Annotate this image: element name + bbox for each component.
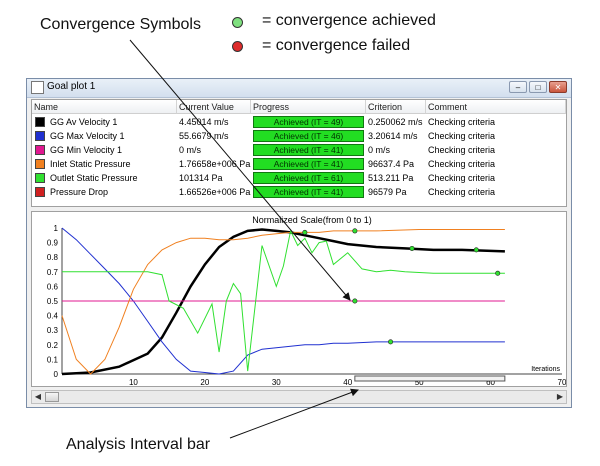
y-tick-label: 0.3 bbox=[47, 326, 59, 335]
analysis-interval-bar bbox=[354, 375, 506, 382]
table-row[interactable]: Pressure Drop 1.66526e+006 Pa Achieved (IT… bbox=[32, 185, 566, 199]
series-color-swatch bbox=[35, 187, 45, 197]
y-tick-label: 0.7 bbox=[47, 268, 59, 277]
failed-dot-icon bbox=[232, 41, 243, 52]
column-header-name[interactable]: Name bbox=[32, 100, 177, 114]
y-tick-label: 0.2 bbox=[47, 341, 59, 350]
x-tick-label: 10 bbox=[129, 378, 138, 386]
table-row[interactable]: GG Max Velocity 1 55.6679 m/s Achieved (IT… bbox=[32, 129, 566, 143]
convergence-marker bbox=[495, 270, 501, 276]
y-tick-label: 0 bbox=[54, 370, 59, 379]
analysis-interval-label: Analysis Interval bar bbox=[66, 436, 211, 453]
current-value: 1.76658e+006 Pa bbox=[179, 159, 251, 169]
y-tick-label: 0.1 bbox=[47, 355, 59, 364]
series-color-swatch bbox=[35, 173, 45, 183]
progress-bar: Achieved (IT = 46) bbox=[253, 130, 364, 142]
table-row[interactable]: Outlet Static Pressure 101314 Pa Achieved … bbox=[32, 171, 566, 185]
column-header-current-value[interactable]: Current Value bbox=[177, 100, 251, 114]
title-bar[interactable]: Goal plot 1 – □ ✕ bbox=[27, 79, 571, 98]
achieved-legend-text: = convergence achieved bbox=[262, 12, 436, 29]
series-color-swatch bbox=[35, 145, 45, 155]
plot-area: Normalized Scale(from 0 to 1) 0 0.1 0.2 0.3 0… bbox=[31, 211, 567, 387]
y-tick-label: 0.8 bbox=[47, 253, 59, 262]
convergence-symbols-label: Convergence Symbols bbox=[40, 16, 201, 33]
convergence-marker bbox=[388, 339, 394, 345]
series-line bbox=[61, 227, 505, 375]
comment-text: Checking criteria bbox=[428, 117, 496, 127]
scroll-thumb[interactable] bbox=[45, 392, 59, 402]
comment-text: Checking criteria bbox=[428, 187, 496, 197]
criterion-value: 0 m/s bbox=[368, 145, 391, 155]
y-tick-label: 0.4 bbox=[47, 312, 59, 321]
chart-title: Normalized Scale(from 0 to 1) bbox=[252, 215, 372, 225]
convergence-marker bbox=[473, 247, 479, 253]
goal-name: GG Min Velocity 1 bbox=[50, 145, 123, 155]
horizontal-scrollbar[interactable]: ◀ ▶ bbox=[31, 390, 567, 404]
current-value: 55.6679 m/s bbox=[179, 131, 229, 141]
progress-bar: Achieved (IT = 41) bbox=[253, 158, 364, 170]
table-row[interactable]: GG Min Velocity 1 0 m/s Achieved (IT = 41)… bbox=[32, 143, 566, 157]
current-value: 1.66526e+006 Pa bbox=[179, 187, 251, 197]
y-tick-label: 0.9 bbox=[47, 239, 59, 248]
goals-table: Name Current Value Progress Criterion Co… bbox=[31, 99, 567, 207]
series-color-swatch bbox=[35, 159, 45, 169]
convergence-marker bbox=[352, 298, 358, 304]
x-tick-label: 20 bbox=[200, 378, 209, 386]
scroll-right-arrow-icon[interactable]: ▶ bbox=[556, 392, 564, 401]
current-value: 0 m/s bbox=[179, 145, 202, 155]
comment-text: Checking criteria bbox=[428, 131, 496, 141]
series-color-swatch bbox=[35, 131, 45, 141]
criterion-value: 96579 Pa bbox=[368, 187, 407, 197]
criterion-value: 3.20614 m/s bbox=[368, 131, 418, 141]
goal-name: Outlet Static Pressure bbox=[50, 173, 138, 183]
x-axis-label: Iterations bbox=[531, 366, 560, 373]
convergence-marker bbox=[352, 228, 358, 234]
comment-text: Checking criteria bbox=[428, 173, 496, 183]
x-tick-label: 40 bbox=[343, 378, 352, 386]
progress-bar: Achieved (IT = 49) bbox=[253, 116, 364, 128]
goal-name: Pressure Drop bbox=[50, 187, 109, 197]
achieved-dot-icon bbox=[232, 17, 243, 28]
current-value: 4.45014 m/s bbox=[179, 117, 229, 127]
goal-name: Inlet Static Pressure bbox=[50, 159, 131, 169]
criterion-value: 513.211 Pa bbox=[368, 173, 414, 183]
y-tick-label: 0.6 bbox=[47, 282, 59, 291]
close-button[interactable]: ✕ bbox=[549, 81, 567, 93]
goal-name: GG Max Velocity 1 bbox=[50, 131, 125, 141]
progress-bar: Achieved (IT = 61) bbox=[253, 172, 364, 184]
criterion-value: 96637.4 Pa bbox=[368, 159, 415, 169]
criterion-value: 0.250062 m/s bbox=[368, 117, 423, 127]
maximize-button[interactable]: □ bbox=[529, 81, 547, 93]
goal-name: GG Av Velocity 1 bbox=[50, 117, 118, 127]
comment-text: Checking criteria bbox=[428, 145, 496, 155]
column-header-criterion[interactable]: Criterion bbox=[366, 100, 426, 114]
y-tick-label: 1 bbox=[54, 224, 59, 233]
series-color-swatch bbox=[35, 117, 45, 127]
goal-plot-window: Goal plot 1 – □ ✕ Name Current Value Pro… bbox=[26, 78, 572, 408]
x-tick-label: 60 bbox=[486, 378, 495, 386]
x-tick-label: 30 bbox=[272, 378, 281, 386]
column-header-progress[interactable]: Progress bbox=[251, 100, 366, 114]
chart-icon bbox=[31, 81, 44, 94]
convergence-chart: Normalized Scale(from 0 to 1) 0 0.1 0.2 0.3 0… bbox=[47, 215, 566, 386]
table-row[interactable]: GG Av Velocity 1 4.45014 m/s Achieved (IT … bbox=[32, 115, 566, 129]
convergence-marker bbox=[409, 245, 415, 251]
progress-bar: Achieved (IT = 41) bbox=[253, 144, 364, 156]
column-header-comment[interactable]: Comment bbox=[426, 100, 566, 114]
x-tick-label: 50 bbox=[415, 378, 424, 386]
series-line bbox=[61, 229, 505, 375]
scroll-left-arrow-icon[interactable]: ◀ bbox=[34, 392, 42, 401]
x-tick-label: 70 bbox=[558, 378, 566, 386]
failed-legend-text: = convergence failed bbox=[262, 37, 411, 54]
y-tick-label: 0.5 bbox=[47, 297, 59, 306]
convergence-marker bbox=[302, 229, 308, 235]
comment-text: Checking criteria bbox=[428, 159, 496, 169]
progress-bar: Achieved (IT = 41) bbox=[253, 186, 364, 198]
window-title: Goal plot 1 bbox=[47, 81, 96, 92]
current-value: 101314 Pa bbox=[179, 173, 223, 183]
table-row[interactable]: Inlet Static Pressure 1.76658e+006 Pa Achi… bbox=[32, 157, 566, 171]
minimize-button[interactable]: – bbox=[509, 81, 527, 93]
